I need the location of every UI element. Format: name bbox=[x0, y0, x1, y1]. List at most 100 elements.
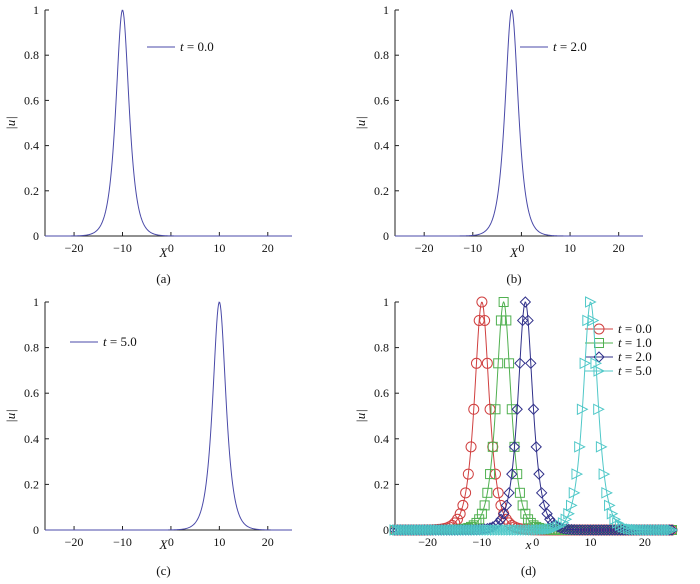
data-point bbox=[501, 315, 512, 326]
data-point bbox=[508, 441, 521, 453]
legend-entry-1: t = 0.0 bbox=[147, 39, 214, 54]
y-tick-label: 0.6 bbox=[24, 386, 39, 400]
data-point bbox=[571, 468, 584, 480]
data-point bbox=[560, 513, 573, 526]
y-tick-label: 1 bbox=[383, 295, 389, 309]
x-tick-label: −20 bbox=[415, 241, 434, 255]
data-point bbox=[474, 514, 485, 525]
data-point bbox=[666, 524, 679, 536]
data-point bbox=[503, 487, 515, 499]
y-tick-label: 0 bbox=[33, 523, 39, 537]
data-point bbox=[587, 314, 600, 327]
x-tick-label: 20 bbox=[262, 241, 274, 255]
x-tick-label: 10 bbox=[213, 241, 225, 255]
chart-panel-3: −20 −10 0 10 20 0 0.2 0.4 0.6 0.8 1 X |u| (c) t = 5.0 bbox=[3, 295, 292, 578]
data-point bbox=[492, 487, 504, 499]
data-point bbox=[606, 507, 619, 520]
legend-label: t = 2.0 bbox=[618, 349, 652, 364]
x-tick-label: 20 bbox=[613, 241, 625, 255]
data-point bbox=[579, 524, 591, 536]
chart-panel-2: −20 −10 0 10 20 0 0.2 0.4 0.6 0.8 1 X |u| (b) t = 2.0 bbox=[353, 3, 643, 286]
data-point bbox=[566, 499, 578, 512]
data-point bbox=[595, 524, 608, 536]
legend-label: t = 5.0 bbox=[103, 334, 137, 349]
series-markers-4 bbox=[389, 296, 679, 536]
data-point bbox=[485, 469, 496, 480]
data-point bbox=[525, 357, 537, 370]
x-tick-label: −10 bbox=[113, 241, 132, 255]
x-tick-label: 10 bbox=[564, 241, 576, 255]
data-point bbox=[512, 469, 523, 480]
y-tick-label: 1 bbox=[33, 3, 39, 17]
data-point bbox=[481, 357, 493, 369]
data-point bbox=[468, 403, 480, 415]
data-point bbox=[579, 357, 592, 370]
x-tick-label: −20 bbox=[65, 535, 84, 549]
panel-label: (b) bbox=[506, 271, 521, 286]
x-tick-label: 10 bbox=[585, 535, 597, 549]
data-point bbox=[522, 314, 534, 327]
data-point bbox=[465, 441, 477, 453]
data-point bbox=[457, 499, 469, 511]
data-point bbox=[479, 500, 490, 511]
legend-entry-1: t = 2.0 bbox=[520, 39, 587, 54]
x-tick-label: −20 bbox=[418, 535, 437, 549]
data-point bbox=[470, 357, 482, 369]
series-line-1 bbox=[395, 9, 643, 237]
y-axis-label: |u| bbox=[353, 409, 368, 423]
x-tick-label: 20 bbox=[262, 535, 274, 549]
data-point bbox=[585, 296, 597, 308]
x-tick-label: 0 bbox=[518, 241, 524, 255]
data-point bbox=[460, 487, 472, 499]
data-point bbox=[565, 523, 578, 536]
data-point bbox=[584, 524, 597, 536]
y-tick-label: 0.8 bbox=[24, 341, 39, 355]
data-point bbox=[517, 500, 528, 511]
data-point bbox=[576, 403, 589, 416]
y-axis-label: |u| bbox=[353, 116, 368, 130]
y-tick-label: 0.2 bbox=[24, 477, 39, 491]
x-tick-label: 0 bbox=[533, 535, 539, 549]
x-tick-label: −10 bbox=[113, 535, 132, 549]
data-point bbox=[576, 524, 589, 536]
data-point bbox=[493, 358, 504, 369]
y-tick-label: 0.2 bbox=[374, 477, 389, 491]
data-point bbox=[590, 357, 603, 370]
x-axis-label: X bbox=[159, 537, 169, 552]
data-point bbox=[598, 468, 611, 480]
y-tick-label: 0 bbox=[383, 523, 389, 537]
y-tick-label: 0.8 bbox=[24, 48, 39, 62]
data-point bbox=[476, 508, 487, 519]
y-tick-label: 1 bbox=[383, 3, 389, 17]
data-point bbox=[595, 441, 608, 453]
x-axis-label: X bbox=[159, 245, 169, 260]
data-point bbox=[571, 524, 583, 536]
data-point bbox=[663, 524, 676, 536]
data-point bbox=[487, 441, 498, 452]
legend-label: t = 5.0 bbox=[618, 363, 652, 378]
x-axis-label: X bbox=[509, 245, 519, 260]
data-point bbox=[604, 499, 616, 512]
data-point bbox=[506, 468, 518, 480]
legend-label: t = 0.0 bbox=[180, 39, 214, 54]
data-point bbox=[490, 404, 501, 415]
data-point bbox=[563, 523, 575, 536]
panel-label: (c) bbox=[156, 563, 170, 578]
data-point bbox=[497, 508, 510, 520]
y-tick-label: 0.4 bbox=[374, 432, 389, 446]
data-point bbox=[506, 404, 517, 415]
data-point bbox=[520, 508, 531, 519]
data-point bbox=[473, 314, 485, 326]
data-point bbox=[593, 403, 605, 416]
data-point bbox=[538, 499, 551, 512]
data-point bbox=[514, 487, 525, 498]
y-tick-label: 0.2 bbox=[24, 184, 39, 198]
legend-entry-1: t = 0.0 bbox=[585, 321, 652, 336]
data-point bbox=[495, 315, 506, 326]
data-point bbox=[527, 403, 540, 415]
data-point bbox=[530, 441, 542, 453]
legend-label: t = 2.0 bbox=[553, 39, 587, 54]
x-tick-label: 0 bbox=[168, 241, 174, 255]
data-point bbox=[568, 487, 581, 499]
